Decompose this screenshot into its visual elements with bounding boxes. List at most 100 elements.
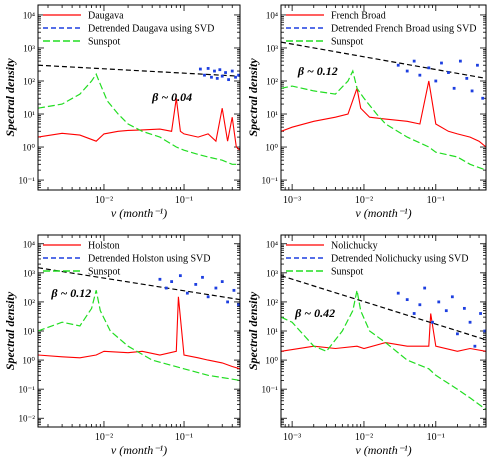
- scatter-point: [210, 75, 213, 79]
- y-axis-label: Spectral density: [246, 291, 260, 370]
- x-tick-label: 10⁻²: [95, 432, 113, 443]
- legend-label: Sunspot: [331, 37, 363, 48]
- plot-area: [38, 5, 240, 190]
- scatter-point: [220, 280, 224, 283]
- legend-label: French Broad: [331, 11, 386, 22]
- series-line: [38, 98, 240, 151]
- scatter-point: [418, 303, 422, 307]
- scatter-point: [423, 286, 427, 290]
- y-tick-label: 10⁰: [22, 143, 35, 153]
- scatter-point: [431, 320, 434, 324]
- y-tick-label: 10⁻¹: [262, 176, 279, 186]
- scatter-point: [470, 89, 474, 93]
- panel-bottom-right: 10⁻³ 10⁻² 10⁻¹ 10⁻¹ 10⁰ 10¹ 10² 10³ 10⁴ ν (month⁻…: [246, 234, 487, 457]
- scatter-point: [447, 71, 450, 74]
- scatter-point: [230, 69, 234, 73]
- legend-label: Detrended Daugava using SVD: [88, 24, 214, 35]
- x-tick-label: 10⁻²: [355, 432, 373, 443]
- legend-label: Detrended Nolichucky using SVD: [331, 254, 468, 265]
- series-line: [281, 69, 486, 171]
- scatter-point: [418, 73, 422, 77]
- series-line: [281, 290, 486, 410]
- y-tick-label: 10²: [23, 297, 35, 307]
- legend-label: Holston: [88, 241, 120, 252]
- scatter-point: [232, 288, 236, 292]
- scatter-point: [479, 312, 482, 315]
- scatter-point: [452, 86, 456, 90]
- scatter-point: [213, 69, 216, 73]
- y-tick-label: 10⁻¹: [262, 385, 279, 395]
- y-tick-label: 10¹: [23, 110, 35, 120]
- series-line: [281, 275, 486, 341]
- scatter-point: [170, 280, 174, 283]
- y-axis-label: Spectral density: [3, 58, 17, 137]
- x-tick-label: 10⁻³: [283, 195, 301, 206]
- beta-annotation: β ~ 0.42: [294, 306, 335, 320]
- y-tick-label: 10¹: [266, 327, 278, 337]
- scatter-point: [237, 73, 240, 77]
- scatter-point: [237, 303, 240, 307]
- y-tick-label: 10²: [266, 297, 278, 307]
- scatter-point: [396, 63, 400, 67]
- scatter-point: [203, 73, 206, 77]
- scatter-point: [206, 67, 210, 70]
- legend-label: Daugava: [88, 11, 124, 22]
- y-tick-label: 10⁻²: [19, 414, 36, 424]
- x-axis-label: ν (month⁻¹): [111, 443, 167, 457]
- legend-label: Detrended Holston using SVD: [88, 254, 211, 265]
- series-line: [38, 72, 240, 165]
- scatter-point: [198, 67, 202, 71]
- scatter-point: [450, 295, 454, 299]
- y-tick-label: 10²: [266, 76, 278, 86]
- scatter-point: [476, 63, 479, 67]
- y-tick-label: 10⁴: [266, 10, 278, 20]
- scatter-point: [214, 286, 218, 290]
- panel-top-right: 10⁻³ 10⁻² 10⁻¹ 10⁻¹ 10⁰ 10¹ 10² 10³ 10⁴ ν (month⁻…: [246, 4, 487, 220]
- plot-area: [38, 235, 240, 427]
- series-group: [281, 41, 486, 171]
- scatter-point: [437, 300, 441, 304]
- x-tick-label: 10⁻¹: [427, 432, 445, 443]
- scatter-point: [483, 329, 486, 333]
- series-line: [281, 80, 486, 148]
- scatter-point: [201, 275, 204, 279]
- y-tick-label: 10¹: [266, 110, 278, 120]
- scatter-point: [218, 68, 222, 72]
- y-tick-label: 10⁴: [23, 239, 35, 249]
- beta-annotation: β ~ 0.12: [297, 64, 338, 78]
- scatter-point: [456, 332, 459, 336]
- y-tick-label: 10³: [23, 268, 35, 278]
- series-line: [38, 290, 240, 381]
- beta-annotation: β ~ 0.04: [151, 90, 192, 104]
- scatter-point: [473, 344, 477, 348]
- x-tick-label: 10⁻²: [95, 195, 113, 206]
- legend-label: Nolichucky: [331, 241, 378, 252]
- scatter-point: [440, 61, 443, 65]
- series-line: [38, 64, 240, 77]
- y-tick-label: 10³: [23, 43, 35, 53]
- y-axis-label: Spectral density: [3, 291, 17, 370]
- y-tick-label: 10⁰: [265, 143, 278, 153]
- scatter-point: [462, 306, 466, 310]
- y-tick-label: 10⁻¹: [19, 176, 36, 186]
- plot-frame: [37, 234, 241, 428]
- series-group: [38, 267, 240, 381]
- scatter-point: [227, 78, 230, 82]
- scatter-point: [405, 69, 409, 73]
- y-axis-label: Spectral density: [246, 58, 260, 137]
- scatter-point: [164, 286, 168, 290]
- scatter-point: [220, 74, 224, 78]
- panel-top-left: 10⁻² 10⁻¹ 10⁻¹ 10⁰ 10¹ 10² 10³ 10⁴ ν (month⁻¹) Sp…: [3, 4, 241, 220]
- series-line: [281, 313, 486, 352]
- series-line: [38, 296, 240, 370]
- plot-frame: [280, 234, 487, 428]
- legend-label: Sunspot: [331, 267, 363, 278]
- legend-label: Detrended French Broad using SVD: [331, 24, 477, 35]
- x-tick-label: 10⁻²: [355, 195, 373, 206]
- series-line: [38, 267, 240, 301]
- panel-bottom-left: 10⁻² 10⁻¹ 10⁻² 10⁻¹ 10⁰ 10¹ 10² 10³ 10⁴ ν (month⁻…: [3, 234, 241, 457]
- scatter-point: [481, 96, 485, 100]
- x-tick-label: 10⁻³: [283, 432, 301, 443]
- y-tick-label: 10³: [266, 43, 278, 53]
